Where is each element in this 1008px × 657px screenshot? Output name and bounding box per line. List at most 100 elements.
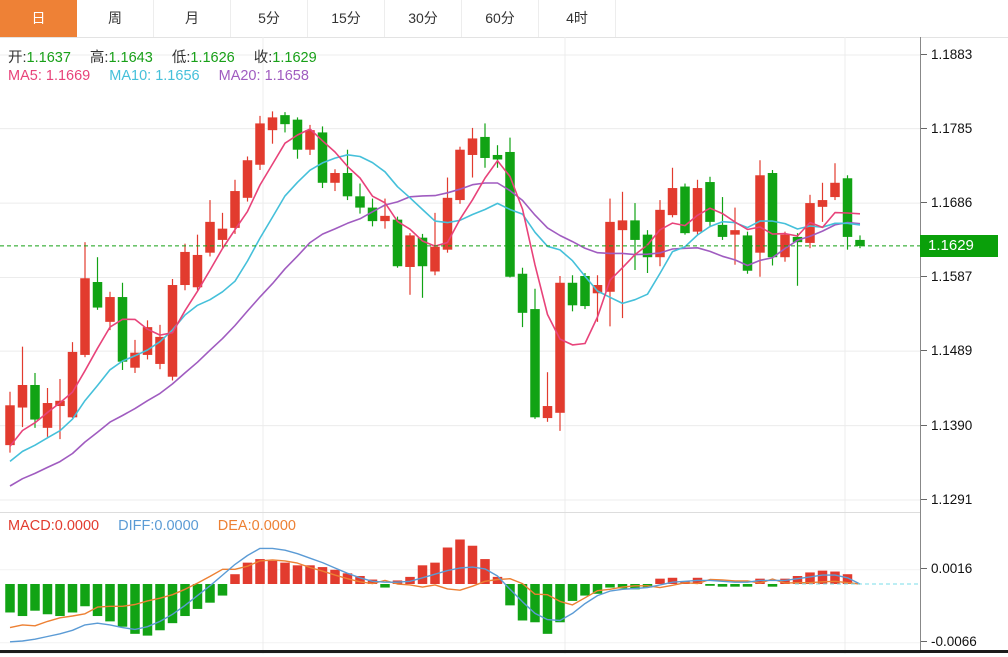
candle-body (592, 285, 603, 294)
candle-body (755, 175, 765, 253)
macd-bar (355, 575, 365, 584)
macd-bar (755, 578, 765, 584)
ma5-label: MA5: (8, 68, 42, 84)
macd-bar (205, 584, 215, 603)
timeframe-tabs: 日 周 月 5分 15分 30分 60分 4时 (0, 0, 1008, 38)
ma20-label: MA20: (218, 68, 261, 84)
candle-body (430, 246, 440, 272)
macd-bar (5, 584, 15, 613)
macd-bar (455, 539, 465, 584)
candle-body (180, 251, 190, 286)
candle-body (242, 160, 253, 198)
macd-bar (605, 584, 615, 588)
macd-bar (505, 584, 515, 606)
macd-bar (742, 584, 753, 587)
dea-value: 0.0000 (251, 518, 296, 534)
candle-body (692, 188, 703, 232)
open-value: 1.1637 (26, 50, 71, 66)
candle-body (230, 191, 240, 228)
diff-value: 0.0000 (154, 518, 199, 534)
macd-bar (667, 577, 678, 584)
macd-bar (92, 584, 103, 617)
dea-label: DEA: (217, 518, 252, 534)
macd-bar (255, 559, 265, 584)
close-value: 1.1629 (272, 50, 317, 66)
close-label: 收: (253, 50, 273, 66)
macd-bar (142, 584, 153, 636)
macd-lines (9, 547, 861, 643)
tab-month[interactable]: 月 (154, 0, 231, 37)
macd-bar (217, 584, 228, 596)
candle-body (30, 384, 40, 420)
diff-label: DIFF: (118, 518, 155, 534)
candle-body (580, 275, 590, 307)
candle-body (217, 228, 228, 240)
candle-body (80, 278, 90, 355)
candle-body (205, 221, 215, 253)
macd-tick: 0.0016 (921, 560, 1007, 578)
candle-body (42, 403, 53, 428)
macd-bar (405, 576, 415, 584)
macd-bar (130, 584, 140, 634)
macd-bar (280, 562, 290, 584)
candle-body (555, 282, 565, 413)
tab-4hour[interactable]: 4时 (539, 0, 616, 37)
candle-body (155, 336, 165, 364)
macd-bar (542, 584, 553, 634)
candle-body (617, 220, 628, 231)
candle-body (92, 282, 103, 308)
macd-bar (655, 578, 665, 584)
chart-bottom-border (0, 650, 1008, 653)
price-tick: 1.1883 (921, 46, 1007, 64)
macd-bar (17, 584, 28, 617)
tab-5min[interactable]: 5分 (231, 0, 308, 37)
candle-body (342, 173, 353, 197)
macd-bar (417, 565, 428, 584)
candle-body (705, 182, 715, 222)
candle-body (405, 235, 415, 267)
high-value: 1.1643 (108, 50, 153, 66)
macd-bar (555, 584, 565, 623)
candles-layer (5, 111, 865, 453)
tab-60min[interactable]: 60分 (462, 0, 539, 37)
macd-bar (767, 584, 778, 587)
candlestick-chart-canvas[interactable] (0, 37, 920, 512)
macd-bar (430, 562, 440, 584)
candle-body (355, 196, 365, 208)
low-value: 1.1626 (190, 50, 235, 66)
macd-bar (55, 584, 65, 617)
ma10-value: 1.1656 (155, 68, 200, 84)
candle-body (317, 132, 328, 183)
ma-legend: MA5: 1.1669 MA10: 1.1656 MA20: 1.1658 (8, 68, 324, 84)
macd-bar (717, 584, 728, 587)
candle-body (392, 219, 403, 267)
macd-chart-canvas[interactable] (0, 512, 920, 654)
candle-body (267, 117, 278, 131)
macd-bar (67, 584, 78, 613)
candle-body (767, 173, 778, 258)
candle-body (517, 273, 528, 313)
macd-bar (530, 584, 540, 623)
macd-bar (467, 545, 478, 584)
main-gridlines (0, 37, 920, 512)
tab-15min[interactable]: 15分 (308, 0, 385, 37)
low-label: 低: (171, 50, 191, 66)
macd-bar (805, 572, 815, 584)
macd-bar (842, 574, 853, 584)
ma20-value: 1.1658 (264, 68, 309, 84)
candle-body (117, 297, 128, 362)
candle-body (505, 151, 515, 277)
candle-body (830, 182, 840, 198)
macd-bar (292, 565, 303, 584)
tab-week[interactable]: 周 (77, 0, 154, 37)
candle-body (417, 237, 428, 267)
tab-day[interactable]: 日 (0, 0, 77, 37)
macd-bar (317, 567, 328, 584)
candle-body (105, 297, 115, 322)
macd-tick: -0.0066 (921, 633, 1007, 651)
candle-body (605, 221, 615, 292)
ma10-label: MA10: (109, 68, 152, 84)
tab-30min[interactable]: 30分 (385, 0, 462, 37)
candle-body (730, 230, 740, 235)
